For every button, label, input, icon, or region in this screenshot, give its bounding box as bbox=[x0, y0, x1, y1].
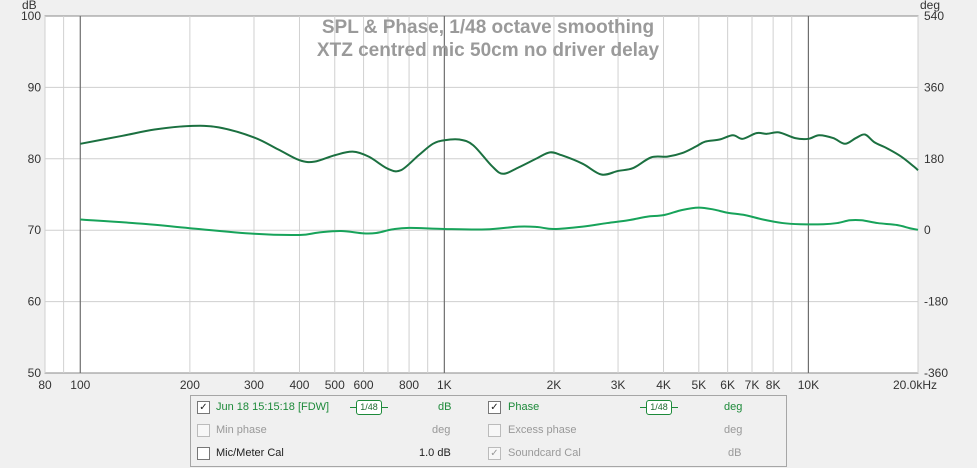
x-tick-label: 8K bbox=[766, 378, 781, 392]
excess-phase-checkbox[interactable] bbox=[488, 424, 501, 437]
curves bbox=[80, 124, 919, 237]
x-tick-label: 10K bbox=[798, 378, 819, 392]
legend-row-min-phase: Min phase deg Excess phase deg bbox=[191, 421, 786, 441]
left-tick-label: 90 bbox=[28, 80, 42, 94]
mic-cal-label: Mic/Meter Cal bbox=[216, 447, 284, 459]
left-tick-label: 60 bbox=[28, 295, 42, 309]
x-axis-ticks: 80 100 200 300 400 500 600 800 1K 2K 3K 4K 5K 6K 7K 8K 1… bbox=[38, 378, 937, 392]
x-tick-label: 80 bbox=[38, 378, 52, 392]
plot-background bbox=[44, 15, 919, 374]
spl-unit-label: dB bbox=[438, 401, 452, 413]
x-tick-label: 200 bbox=[180, 378, 200, 392]
phase-label: Phase bbox=[508, 401, 540, 413]
x-tick-label: 4K bbox=[656, 378, 671, 392]
right-tick-label: -360 bbox=[924, 366, 948, 380]
right-axis-ticks: -360 -180 0 180 360 540 bbox=[924, 9, 948, 380]
right-tick-label: 360 bbox=[924, 80, 944, 94]
soundcard-cal-unit: dB bbox=[728, 447, 742, 459]
chart-title: SPL & Phase, 1/48 octave smoothing bbox=[322, 17, 654, 38]
excess-phase-unit: deg bbox=[724, 424, 743, 436]
right-tick-label: 180 bbox=[924, 152, 944, 166]
min-phase-checkbox[interactable] bbox=[197, 424, 210, 437]
soundcard-cal-label: Soundcard Cal bbox=[508, 447, 581, 459]
legend-panel: ✓ Jun 18 15:15:18 [FDW] 1/48 dB ✓ Phase … bbox=[190, 395, 787, 467]
soundcard-cal-checkbox[interactable]: ✓ bbox=[488, 447, 501, 460]
x-tick-label: 1K bbox=[437, 378, 452, 392]
x-tick-label: 20.0kHz bbox=[893, 378, 937, 392]
spl-smoothing-button[interactable]: 1/48 bbox=[350, 400, 388, 415]
left-tick-label: 80 bbox=[28, 152, 42, 166]
phase-unit-label: deg bbox=[724, 401, 743, 413]
right-axis-label: deg bbox=[920, 0, 940, 12]
grid-lines bbox=[44, 16, 919, 373]
phase-show-checkbox[interactable]: ✓ bbox=[488, 401, 501, 414]
left-axis-label: dB bbox=[22, 0, 37, 12]
spl-curve bbox=[80, 124, 919, 176]
spl-phase-chart: 50 60 70 80 90 100 -360 -180 0 180 360 540 80 100 20… bbox=[21, 0, 948, 392]
left-tick-label: 50 bbox=[28, 366, 42, 380]
min-phase-label: Min phase bbox=[216, 424, 267, 436]
right-tick-label: 0 bbox=[924, 223, 931, 237]
x-tick-label: 6K bbox=[720, 378, 735, 392]
legend-row-measurement: ✓ Jun 18 15:15:18 [FDW] 1/48 dB ✓ Phase … bbox=[191, 398, 786, 418]
phase-smoothing-button[interactable]: 1/48 bbox=[640, 400, 678, 415]
min-phase-unit: deg bbox=[432, 424, 451, 436]
spl-show-checkbox[interactable]: ✓ bbox=[197, 401, 210, 414]
x-tick-label: 100 bbox=[70, 378, 90, 392]
x-tick-label: 500 bbox=[325, 378, 345, 392]
left-tick-label: 70 bbox=[28, 223, 42, 237]
chart-subtitle: XTZ centred mic 50cm no driver delay bbox=[317, 40, 660, 61]
right-tick-label: 540 bbox=[924, 9, 944, 23]
mic-cal-value: 1.0 dB bbox=[419, 447, 451, 459]
x-tick-label: 300 bbox=[244, 378, 264, 392]
measurement-name-label: Jun 18 15:15:18 [FDW] bbox=[216, 401, 330, 413]
left-axis-ticks: 50 60 70 80 90 100 bbox=[21, 9, 41, 380]
x-tick-label: 400 bbox=[289, 378, 309, 392]
x-tick-label: 2K bbox=[547, 378, 562, 392]
x-tick-label: 600 bbox=[354, 378, 374, 392]
x-tick-label: 800 bbox=[399, 378, 419, 392]
left-tick-label: 100 bbox=[21, 9, 41, 23]
phase-curve bbox=[80, 206, 919, 237]
x-tick-label: 7K bbox=[745, 378, 760, 392]
x-tick-label: 3K bbox=[611, 378, 626, 392]
mic-cal-checkbox[interactable] bbox=[197, 447, 210, 460]
legend-row-cal: Mic/Meter Cal 1.0 dB ✓ Soundcard Cal dB bbox=[191, 444, 786, 464]
x-tick-label: 5K bbox=[691, 378, 706, 392]
excess-phase-label: Excess phase bbox=[508, 424, 577, 436]
right-tick-label: -180 bbox=[924, 295, 948, 309]
